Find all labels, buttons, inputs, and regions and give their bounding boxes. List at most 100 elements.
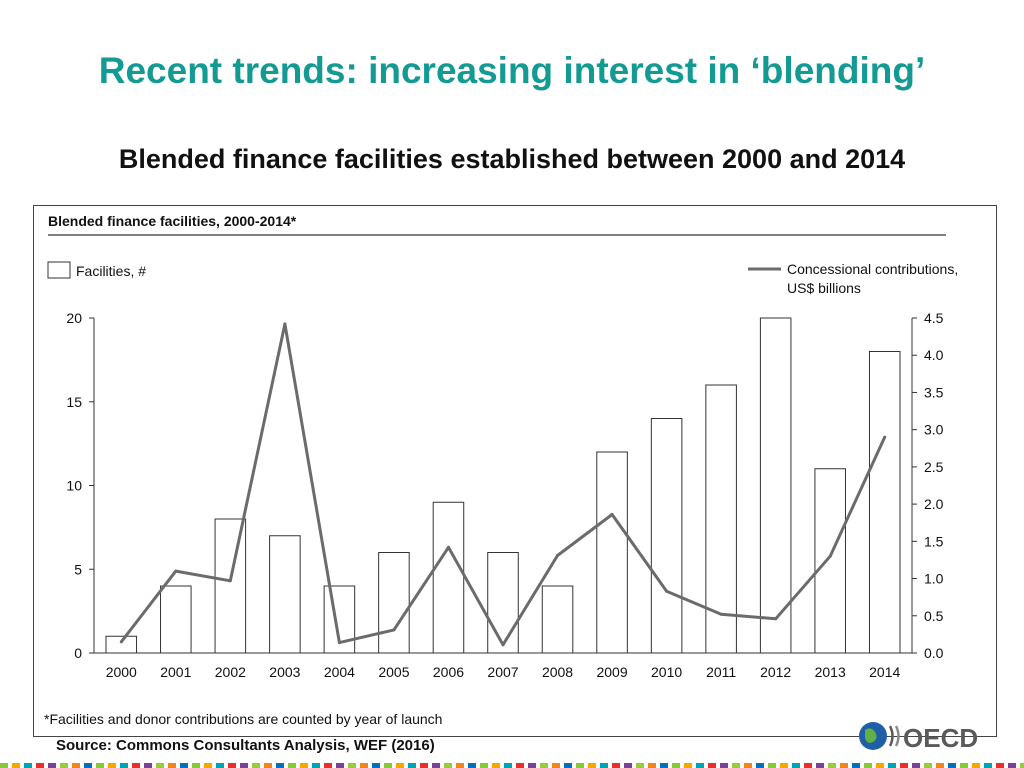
strip-dash (636, 763, 644, 768)
strip-dash (120, 763, 128, 768)
strip-dash (660, 763, 668, 768)
strip-dash (216, 763, 224, 768)
left-axis-tick-label: 15 (66, 394, 82, 410)
strip-dash (96, 763, 104, 768)
chart-footnote: *Facilities and donor contributions are … (44, 711, 442, 727)
strip-dash (24, 763, 32, 768)
strip-dash (852, 763, 860, 768)
strip-dash (612, 763, 620, 768)
strip-dash (624, 763, 632, 768)
strip-dash (300, 763, 308, 768)
x-axis-tick-label: 2014 (869, 664, 900, 680)
line-point (392, 628, 396, 632)
line-point (174, 569, 178, 573)
line-point (774, 617, 778, 621)
line-point (446, 545, 450, 549)
bar-facilities (868, 351, 901, 654)
bar-facilities (650, 418, 683, 654)
line-point (719, 612, 723, 616)
bar-facilities (705, 384, 737, 654)
left-axis-tick-label: 5 (74, 561, 82, 577)
x-axis-tick-label: 2006 (433, 664, 464, 680)
strip-dash (864, 763, 872, 768)
strip-dash (396, 763, 404, 768)
x-axis-tick-label: 2005 (378, 664, 409, 680)
strip-dash (48, 763, 56, 768)
chart-title: Blended finance facilities, 2000-2014* (48, 213, 297, 229)
strip-dash (528, 763, 536, 768)
slide-title: Recent trends: increasing interest in ‘b… (98, 50, 926, 91)
strip-dash (420, 763, 428, 768)
strip-dash (12, 763, 20, 768)
strip-dash (156, 763, 164, 768)
x-axis-tick-label: 2012 (760, 664, 791, 680)
strip-dash (804, 763, 812, 768)
strip-dash (840, 763, 848, 768)
x-axis-tick-label: 2004 (324, 664, 355, 680)
logo-arc-icon (888, 725, 894, 747)
legend-bar-swatch (47, 261, 71, 279)
line-point (501, 643, 505, 647)
x-axis-tick-label: 2011 (706, 664, 736, 680)
legend-bar-label: Facilities, # (76, 263, 146, 279)
strip-dash (72, 763, 80, 768)
x-axis-tick-label: 2000 (106, 664, 137, 680)
strip-dash (456, 763, 464, 768)
legend-line-label-line1: Concessional contributions, (787, 261, 958, 277)
decorative-dash-strip (0, 763, 1024, 768)
x-axis-tick-label: 2008 (542, 664, 573, 680)
strip-dash (948, 763, 956, 768)
strip-dash (468, 763, 476, 768)
bar-facilities (269, 535, 301, 654)
x-axis-tick-label: 2001 (160, 664, 191, 680)
right-axis-tick-label: 2.0 (924, 496, 944, 512)
oecd-logo: OECD (857, 720, 982, 753)
legend-line-label: Concessional contributions, US$ billions (787, 261, 962, 296)
strip-dash (0, 763, 8, 768)
strip-dash (372, 763, 380, 768)
right-axis-tick-label: 0.5 (924, 608, 944, 624)
strip-dash (1008, 763, 1016, 768)
bar-facilities (378, 552, 410, 654)
strip-dash (888, 763, 896, 768)
strip-dash (564, 763, 572, 768)
globe-land-icon (865, 728, 877, 743)
right-axis-tick-label: 3.5 (924, 384, 944, 400)
right-axis-tick-label: 1.0 (924, 571, 944, 587)
strip-dash (984, 763, 992, 768)
x-axis-tick-label: 2010 (651, 664, 682, 680)
line-point (119, 640, 123, 644)
strip-dash (444, 763, 452, 768)
strip-dash (900, 763, 908, 768)
strip-dash (252, 763, 260, 768)
x-axis-tick-label: 2013 (815, 664, 846, 680)
strip-dash (996, 763, 1004, 768)
strip-dash (192, 763, 200, 768)
bar-facilities (596, 451, 628, 654)
bar-facilities (487, 552, 519, 654)
strip-dash (360, 763, 368, 768)
strip-dash (972, 763, 980, 768)
strip-dash (876, 763, 884, 768)
strip-dash (432, 763, 440, 768)
line-point (610, 513, 614, 517)
strip-dash (936, 763, 944, 768)
strip-dash (204, 763, 212, 768)
strip-dash (348, 763, 356, 768)
strip-dash (828, 763, 836, 768)
strip-dash (180, 763, 188, 768)
strip-dash (912, 763, 920, 768)
strip-dash (504, 763, 512, 768)
left-axis-tick-label: 0 (74, 645, 82, 661)
right-axis-tick-label: 3.0 (924, 422, 944, 438)
plot-area: 0 5 10 15 20 0.0 0.5 1.0 1.5 2.0 2.5 3.0 3.5 4.0 4.5 20… (66, 310, 943, 680)
bar-facilities (759, 317, 792, 654)
right-axis-tick-label: 0.0 (924, 645, 944, 661)
bar-facilities (214, 518, 247, 654)
strip-dash (780, 763, 788, 768)
bar-facilities (160, 585, 192, 654)
source-note: Source: Commons Consultants Analysis, WE… (56, 737, 435, 754)
strip-dash (576, 763, 584, 768)
strip-dash (60, 763, 68, 768)
right-axis-tick-label: 1.5 (924, 533, 944, 549)
